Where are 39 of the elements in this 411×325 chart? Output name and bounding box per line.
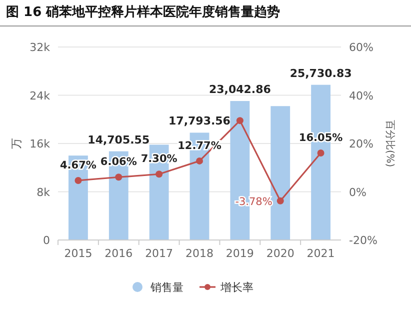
chart-title: 图 16 硝苯地平控释片样本医院年度销售量趋势 — [6, 4, 280, 20]
point — [74, 176, 82, 184]
x-tick-label: 2015 — [64, 247, 92, 260]
x-tick-label: 2020 — [266, 247, 294, 260]
point — [276, 197, 284, 204]
data-label: 14,705.55 — [88, 133, 150, 146]
y-axis-title: 万 — [10, 138, 23, 149]
y2-tick-label: -20% — [349, 234, 378, 247]
x-tick-label: 2021 — [306, 247, 335, 260]
y-tick-label: 24k — [30, 89, 51, 102]
y2-tick-label: 40% — [349, 89, 374, 102]
y-tick-label: 0 — [43, 234, 50, 247]
point — [236, 117, 244, 124]
y2-tick-label: 20% — [349, 138, 374, 150]
x-tick-label: 2017 — [145, 247, 174, 260]
legend-label: 销售量 — [150, 281, 184, 294]
data-label: 7.30% — [140, 153, 178, 166]
data-label: 16.05% — [298, 132, 344, 144]
y-tick-label: 8k — [36, 186, 51, 199]
x-tick-label: 2019 — [226, 247, 254, 260]
point — [115, 174, 122, 181]
data-label: 4.67% — [60, 159, 97, 172]
data-label: -3.78% — [235, 196, 272, 208]
data-label: 17,793.56 — [168, 114, 231, 128]
point — [196, 157, 203, 164]
data-label: 23,042.86 — [208, 83, 272, 96]
y2-tick-label: 60% — [349, 41, 374, 54]
legend-label: 增长率 — [220, 281, 254, 294]
x-tick-label: 2016 — [104, 247, 133, 260]
data-label: 6.06% — [100, 156, 138, 168]
y-tick-label: 16k — [30, 138, 51, 150]
y-tick-label: 32k — [30, 41, 51, 54]
point — [317, 150, 324, 157]
bar — [270, 106, 290, 240]
x-tick-label: 2018 — [186, 247, 214, 260]
point — [156, 170, 163, 178]
data-label: 25,730.83 — [290, 66, 352, 80]
y2-axis-title: 百分比(%) — [384, 120, 396, 168]
y2-tick-label: 0% — [349, 186, 366, 199]
